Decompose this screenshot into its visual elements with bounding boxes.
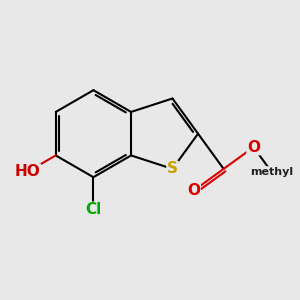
Text: O: O: [247, 140, 260, 154]
Text: S: S: [167, 161, 178, 176]
Text: methyl: methyl: [250, 167, 293, 177]
Text: Cl: Cl: [85, 202, 102, 217]
Text: HO: HO: [15, 164, 40, 179]
Text: O: O: [187, 183, 200, 198]
